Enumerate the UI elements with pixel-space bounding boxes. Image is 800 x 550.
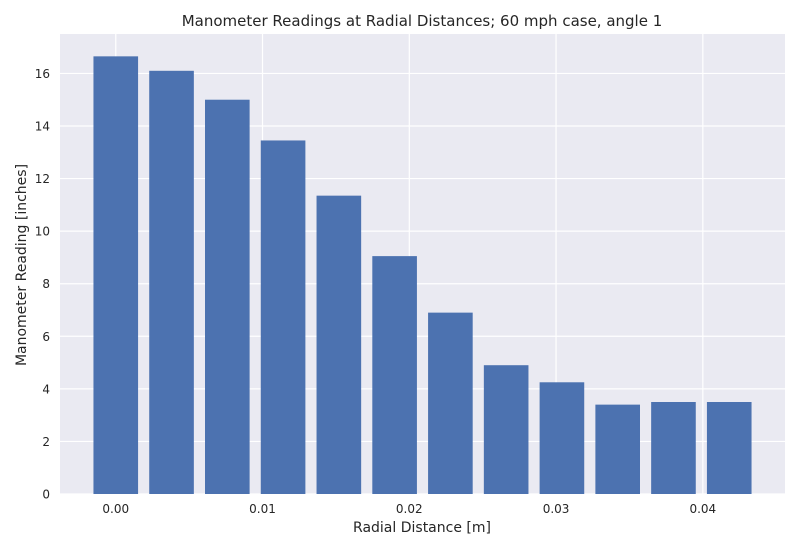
y-tick-label: 12: [35, 172, 50, 186]
x-axis-ticks: 0.00 0.01 0.02 0.03 0.04: [102, 502, 716, 516]
bars: [93, 56, 752, 495]
bar: [483, 365, 529, 494]
bar: [706, 402, 752, 494]
y-axis-ticks: 0 2 4 6 8 10 12 14 16: [35, 67, 50, 502]
bar: [428, 312, 473, 494]
y-tick-label: 10: [35, 225, 50, 239]
chart-title: Manometer Readings at Radial Distances; …: [182, 12, 663, 30]
x-axis-label: Radial Distance [m]: [353, 520, 491, 536]
y-tick-label: 6: [42, 330, 50, 344]
bar: [205, 99, 250, 494]
y-tick-label: 0: [42, 488, 50, 502]
y-axis-label: Manometer Reading [inches]: [14, 164, 30, 366]
bar: [260, 140, 306, 494]
bar: [316, 195, 362, 494]
y-tick-label: 2: [42, 435, 50, 449]
x-tick-label: 0.01: [249, 502, 276, 516]
bar: [539, 382, 585, 494]
bar: [149, 70, 194, 495]
x-tick-label: 0.04: [689, 502, 716, 516]
bar: [651, 402, 696, 494]
x-tick-label: 0.02: [396, 502, 423, 516]
bar: [595, 404, 640, 494]
y-tick-label: 14: [35, 120, 50, 134]
y-tick-label: 8: [42, 277, 50, 291]
x-tick-label: 0.03: [543, 502, 570, 516]
bar: [372, 256, 417, 494]
y-tick-label: 4: [42, 382, 50, 396]
x-tick-label: 0.00: [102, 502, 129, 516]
bar: [93, 56, 139, 494]
y-tick-label: 16: [35, 67, 50, 81]
